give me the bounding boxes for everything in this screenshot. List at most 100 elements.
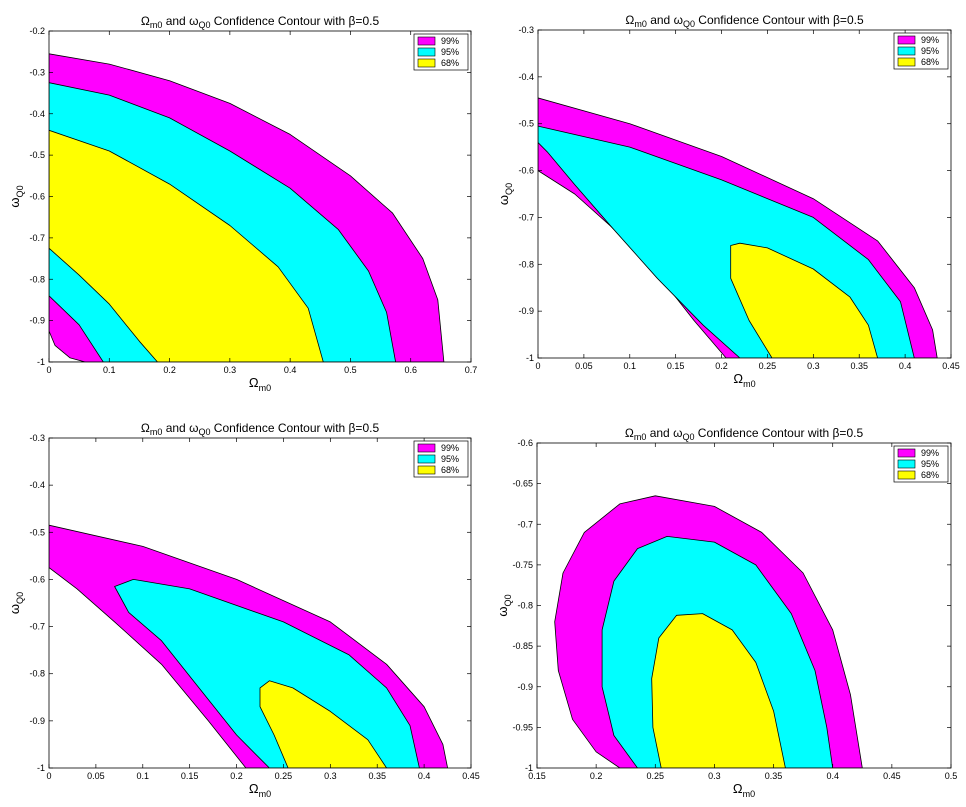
legend: 99%95%68% xyxy=(893,32,949,70)
contour-region-3 xyxy=(259,680,388,768)
y-tick-label: -1 xyxy=(37,763,45,773)
y-tick-label: -0.85 xyxy=(512,641,533,651)
y-tick-label: -0.2 xyxy=(29,26,45,36)
x-tick-label: 0.3 xyxy=(807,361,820,371)
x-tick-label: 0.5 xyxy=(945,771,958,781)
y-tick-label: -1 xyxy=(37,357,45,367)
y-tick-label: -0.5 xyxy=(518,119,534,129)
x-tick-label: 0.4 xyxy=(284,365,297,375)
contour-region-3 xyxy=(730,242,878,358)
y-tick-label: -0.5 xyxy=(29,527,45,537)
legend-swatch xyxy=(897,459,916,469)
x-tick-label: 0.45 xyxy=(462,771,480,781)
y-tick-label: -0.6 xyxy=(29,574,45,584)
x-tick-label: 0.2 xyxy=(715,361,728,371)
y-tick-label: -0.3 xyxy=(29,67,45,77)
legend: 99%95%68% xyxy=(893,445,949,483)
y-tick-label: -0.95 xyxy=(512,722,533,732)
y-tick-label: -0.9 xyxy=(29,316,45,326)
x-tick-label: 0.45 xyxy=(942,361,960,371)
x-tick-label: 0.05 xyxy=(87,771,105,781)
legend-swatch xyxy=(897,46,916,56)
x-tick-label: 0.45 xyxy=(883,771,901,781)
x-tick-label: 0.3 xyxy=(224,365,237,375)
contour-chart-3: 0 0.05 0.1 0.15 0.2 0.25 0.3 0.35 0.4 0.45 -1 -0.9 -… xyxy=(7,421,480,799)
y-tick-label: -0.6 xyxy=(518,166,534,176)
x-tick-label: 0.3 xyxy=(708,771,721,781)
legend-swatch xyxy=(897,448,916,458)
y-tick-label: -0.8 xyxy=(518,259,534,269)
axes-box xyxy=(537,29,952,359)
x-tick-label: 0.1 xyxy=(137,771,150,781)
x-tick-label: 0.35 xyxy=(368,771,386,781)
contour-chart-1: 0 0.1 0.2 0.3 0.4 0.5 0.6 0.7 -1 -0.9 -0.8 -0.7 -0.6… xyxy=(7,14,477,393)
contour-region-5 xyxy=(49,295,104,362)
y-tick-label: -0.6 xyxy=(29,192,45,202)
legend-label: 99% xyxy=(441,443,459,453)
y-tick-label: -0.9 xyxy=(518,306,534,316)
x-tick-label: 0 xyxy=(46,365,51,375)
x-axis-label: Ωm0 xyxy=(249,375,271,393)
contour-regions xyxy=(49,53,445,362)
x-tick-label: 0.4 xyxy=(418,771,431,781)
legend-label: 68% xyxy=(921,470,939,480)
legend-swatch xyxy=(897,470,916,480)
y-tick-label: -0.6 xyxy=(517,438,533,448)
legend-swatch xyxy=(417,443,436,453)
x-tick-label: 0.15 xyxy=(667,361,685,371)
y-tick-label: -0.8 xyxy=(29,274,45,284)
y-tick-label: -0.8 xyxy=(517,601,533,611)
contour-chart-2: 0 0.05 0.1 0.15 0.2 0.25 0.3 0.35 0.4 0.45 -1 -0.9 -… xyxy=(496,13,960,389)
x-tick-label: 0.5 xyxy=(344,365,357,375)
chart-title: Ωm0 and ωQ0 Confidence Contour with β=0.… xyxy=(625,13,864,29)
y-axis-label: ωQ0 xyxy=(7,592,25,614)
x-tick-label: 0.4 xyxy=(899,361,912,371)
legend: 99%95%68% xyxy=(413,440,469,478)
y-tick-label: -1 xyxy=(526,353,534,363)
y-axis-label: ωQ0 xyxy=(495,594,513,616)
x-tick-label: 0.15 xyxy=(181,771,199,781)
contour-region-6 xyxy=(49,330,86,362)
y-tick-label: -0.5 xyxy=(29,150,45,160)
x-tick-label: 0.7 xyxy=(465,365,478,375)
x-tick-label: 0.1 xyxy=(103,365,116,375)
y-tick-label: -1 xyxy=(525,763,533,773)
chart-title: Ωm0 and ωQ0 Confidence Contour with β=0.… xyxy=(141,14,380,30)
legend-swatch xyxy=(417,465,436,475)
y-tick-label: -0.4 xyxy=(518,72,534,82)
x-tick-label: 0.25 xyxy=(275,771,293,781)
legend-swatch xyxy=(417,47,436,57)
y-tick-label: -0.4 xyxy=(29,109,45,119)
legend-label: 95% xyxy=(921,46,939,56)
y-tick-label: -0.7 xyxy=(517,519,533,529)
x-tick-label: 0.25 xyxy=(647,771,665,781)
legend-label: 68% xyxy=(921,57,939,67)
legend-label: 95% xyxy=(441,454,459,464)
y-tick-label: -0.65 xyxy=(512,479,533,489)
y-tick-label: -0.75 xyxy=(512,560,533,570)
legend-label: 99% xyxy=(441,36,459,46)
y-axis-label: ωQ0 xyxy=(7,185,25,207)
legend: 99%95%68% xyxy=(413,33,469,71)
y-tick-label: -0.4 xyxy=(29,480,45,490)
x-tick-label: 0.35 xyxy=(765,771,783,781)
x-tick-label: 0.05 xyxy=(575,361,593,371)
contour-regions xyxy=(554,495,863,768)
y-tick-label: -0.7 xyxy=(518,212,534,222)
x-tick-label: 0 xyxy=(535,361,540,371)
legend-swatch xyxy=(897,57,916,67)
y-tick-label: -0.8 xyxy=(29,669,45,679)
legend-label: 95% xyxy=(921,459,939,469)
legend-swatch xyxy=(417,454,436,464)
x-tick-label: 0.3 xyxy=(324,771,337,781)
legend-label: 68% xyxy=(441,58,459,68)
x-tick-label: 0.35 xyxy=(850,361,868,371)
legend-swatch xyxy=(417,58,436,68)
legend-swatch xyxy=(897,35,916,45)
x-tick-label: 0 xyxy=(46,771,51,781)
y-tick-label: -0.9 xyxy=(29,716,45,726)
y-tick-label: -0.9 xyxy=(517,682,533,692)
x-tick-label: 0.2 xyxy=(590,771,603,781)
chart-title: Ωm0 and ωQ0 Confidence Contour with β=0.… xyxy=(625,426,864,442)
x-tick-label: 0.6 xyxy=(404,365,417,375)
